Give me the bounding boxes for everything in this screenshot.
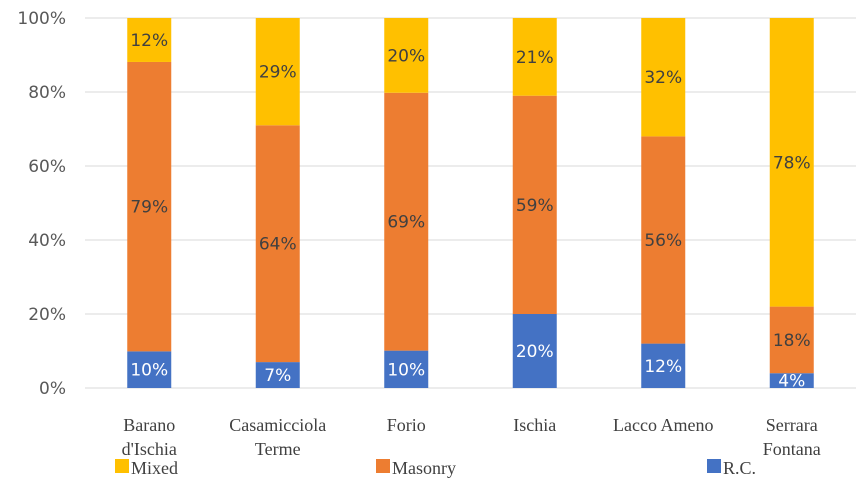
bar-segment — [512, 18, 557, 96]
y-tick-label: 80% — [28, 83, 66, 103]
data-label: 18% — [773, 331, 811, 351]
data-label: 56% — [644, 231, 682, 251]
x-tick-label: Serrara — [766, 415, 818, 435]
bar-segment — [769, 306, 814, 374]
bar-segment — [127, 18, 172, 62]
x-tick-label: Casamicciola — [229, 415, 326, 435]
data-label: 21% — [516, 48, 554, 68]
x-tick-label: Barano — [123, 415, 175, 435]
legend-swatch — [115, 459, 129, 473]
bar-segment — [384, 350, 429, 388]
bar-segment — [769, 373, 814, 388]
data-label: 64% — [259, 235, 297, 255]
legend-label: R.C. — [723, 458, 756, 478]
x-tick-label: Forio — [387, 415, 426, 435]
data-label: 69% — [387, 213, 425, 233]
y-tick-label: 40% — [28, 231, 66, 251]
bar-segment — [641, 18, 686, 137]
y-tick-label: 60% — [28, 157, 66, 177]
data-label: 12% — [644, 357, 682, 377]
data-label: 4% — [778, 372, 805, 392]
x-tick-label: d'Ischia — [122, 439, 177, 459]
bars — [127, 18, 814, 388]
x-tick-label: Ischia — [513, 415, 556, 435]
legend-label: Masonry — [392, 458, 456, 478]
bar-segment — [512, 95, 557, 314]
bar-segment — [255, 125, 300, 363]
data-label: 10% — [387, 360, 425, 380]
bar-segment — [512, 314, 557, 388]
bar-segment — [641, 343, 686, 388]
data-labels: 10% 79% 12% 7% 64% 29% 10% 69% 20% 20% 59% 21% 12% 56… — [130, 31, 810, 392]
legend-swatch — [707, 459, 721, 473]
data-label: 12% — [130, 31, 168, 51]
bar-segment — [384, 18, 429, 93]
y-tick-label: 100% — [17, 9, 66, 29]
x-axis-labels: Barano d'Ischia Casamicciola Terme Forio Isch… — [122, 415, 821, 459]
data-label: 20% — [387, 46, 425, 66]
legend: Mixed Masonry R.C. — [115, 458, 756, 478]
data-label: 10% — [130, 361, 168, 381]
bar-segment — [127, 351, 172, 388]
x-tick-label: Terme — [255, 439, 301, 459]
y-axis-ticks: 0% 20% 40% 60% 80% 100% — [17, 9, 66, 399]
bar-segment — [384, 92, 429, 351]
gridlines — [85, 17, 856, 389]
bar-segment — [769, 18, 814, 307]
data-label: 59% — [516, 196, 554, 216]
x-tick-label: Fontana — [763, 439, 821, 459]
data-label: 78% — [773, 153, 811, 173]
y-tick-label: 0% — [39, 379, 66, 399]
legend-label: Mixed — [131, 458, 178, 478]
data-label: 20% — [516, 342, 554, 362]
data-label: 79% — [130, 198, 168, 218]
y-tick-label: 20% — [28, 305, 66, 325]
data-label: 7% — [264, 366, 291, 386]
bar-segment — [127, 61, 172, 352]
legend-swatch — [376, 459, 390, 473]
bar-segment — [255, 18, 300, 126]
data-label: 29% — [259, 63, 297, 83]
data-label: 32% — [644, 68, 682, 88]
x-tick-label: Lacco Ameno — [613, 415, 713, 435]
bar-segment — [641, 136, 686, 344]
bar-segment — [255, 362, 300, 388]
